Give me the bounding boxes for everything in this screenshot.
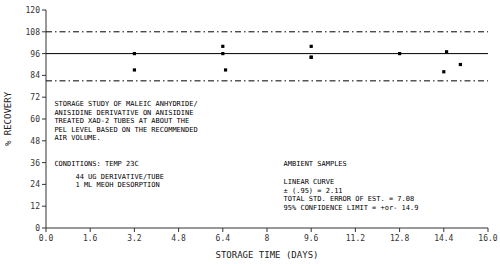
x-tick — [488, 228, 489, 232]
y-tick — [42, 162, 46, 163]
y-tick-label: 120 — [26, 6, 41, 15]
y-axis-label: % RECOVERY — [3, 91, 13, 146]
y-tick-label: 24 — [30, 180, 40, 189]
y-tick-label: 60 — [30, 115, 40, 124]
x-tick-label: 6.4 — [216, 234, 231, 243]
y-tick — [42, 119, 46, 120]
y-tick-label: 0 — [35, 224, 40, 233]
annotation: STORAGE STUDY OF MALEIC ANHYDRIDE/ANISID… — [54, 100, 197, 142]
data-point — [442, 70, 445, 73]
data-point — [445, 50, 448, 53]
y-tick-label: 96 — [30, 50, 40, 59]
data-point — [398, 52, 401, 55]
y-tick-label: 72 — [30, 93, 40, 102]
x-axis-label: STORAGE TIME (DAYS) — [216, 250, 319, 260]
x-tick-label: 16.0 — [478, 234, 497, 243]
y-tick-label: 108 — [26, 28, 41, 37]
annotation: AMBIENT SAMPLES — [284, 160, 347, 168]
y-tick — [42, 31, 46, 32]
x-tick-label: 1.6 — [83, 234, 98, 243]
annotation: 44 UG DERIVATIVE/TUBE 1 ML MEOH DESORPTI… — [54, 173, 164, 190]
x-tick-label: 8 — [265, 234, 270, 243]
x-tick — [443, 228, 444, 232]
x-tick — [46, 228, 47, 232]
x-tick — [267, 228, 268, 232]
x-tick-label: 14.4 — [434, 234, 453, 243]
y-tick-label: 12 — [30, 202, 40, 211]
x-tick — [178, 228, 179, 232]
x-tick — [311, 228, 312, 232]
reference-line — [46, 31, 488, 32]
data-point — [310, 56, 313, 59]
y-tick — [42, 140, 46, 141]
y-tick-label: 36 — [30, 159, 40, 168]
data-point — [224, 68, 227, 71]
data-point — [459, 63, 462, 66]
plot-area — [46, 32, 488, 81]
y-tick — [42, 206, 46, 207]
data-point — [221, 45, 224, 48]
x-tick — [90, 228, 91, 232]
reference-line — [46, 80, 488, 81]
y-tick-label: 48 — [30, 137, 40, 146]
x-tick — [134, 228, 135, 232]
data-point — [221, 52, 224, 55]
x-tick — [355, 228, 356, 232]
x-tick-label: 0.0 — [39, 234, 54, 243]
reference-line — [46, 53, 488, 54]
x-tick-label: 12.8 — [390, 234, 409, 243]
y-tick — [42, 53, 46, 54]
y-tick — [42, 97, 46, 98]
y-tick-label: 84 — [30, 71, 40, 80]
annotation: CONDITIONS: TEMP 23C — [54, 160, 138, 168]
data-point — [310, 56, 313, 59]
x-tick-label: 3.2 — [127, 234, 142, 243]
x-tick-label: 11.2 — [346, 234, 365, 243]
y-tick — [42, 75, 46, 76]
data-point — [133, 68, 136, 71]
y-tick — [42, 184, 46, 185]
y-tick — [42, 228, 46, 229]
x-tick — [399, 228, 400, 232]
data-point — [310, 45, 313, 48]
data-point — [133, 52, 136, 55]
y-tick — [42, 10, 46, 11]
x-tick — [222, 228, 223, 232]
x-tick-label: 9.6 — [304, 234, 319, 243]
chart: 0.0 1.6 3.2 4.8 6.4 8 9.6 11.2 12.8 14.4 16.0 0 12 24… — [0, 0, 500, 264]
x-tick-label: 4.8 — [171, 234, 186, 243]
annotation: LINEAR CURVE± (.95) = 2.11TOTAL STD. ERR… — [284, 178, 419, 212]
